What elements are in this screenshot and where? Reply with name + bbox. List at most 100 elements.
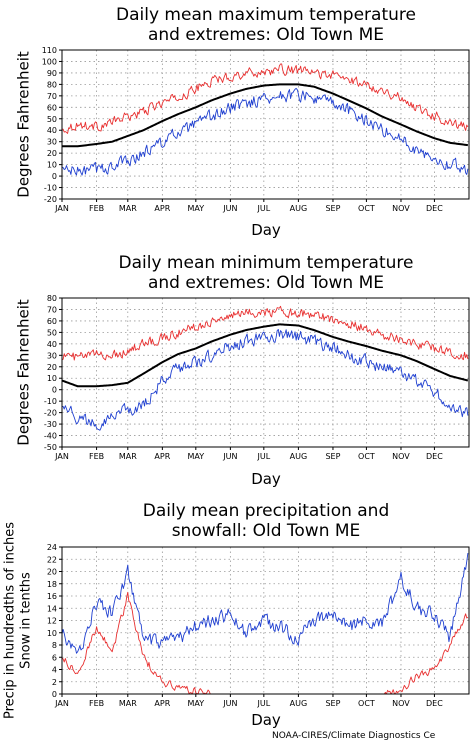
x-tick-label: OCT [358,204,375,213]
series-line-snow [62,591,469,694]
plot-frame [61,49,470,200]
x-axis-label: Day [251,221,281,239]
x-tick-label: AUG [290,452,308,461]
x-tick-label: OCT [358,452,375,461]
x-tick-label: JAN [54,452,69,461]
y-tick-label: 70 [47,305,57,314]
x-tick-label: NOV [392,204,410,213]
y-tick-label: 12 [47,617,57,626]
y-tick-label: 22 [47,555,57,564]
series-line-max [62,63,469,134]
y-tick-label: -30 [44,420,57,429]
x-tick-label: AUG [290,699,308,708]
x-tick-label: MAR [119,452,137,461]
chart-title-line: Daily mean maximum temperature [116,5,416,25]
x-tick-label: JAN [54,699,69,708]
x-tick-label: JUL [256,699,270,708]
y-tick-label: -20 [44,409,57,418]
y-tick-label: 80 [47,80,57,89]
x-tick-label: MAR [119,699,137,708]
x-tick-label: AUG [290,204,308,213]
x-tick-label: SEP [325,699,340,708]
y-tick-label: 30 [47,351,57,360]
x-tick-label: JUL [256,204,270,213]
y-axis-label: Degrees Fahrenheit [15,299,33,446]
x-tick-label: MAY [187,452,204,461]
x-tick-label: DEC [426,452,443,461]
plot-frame [61,546,470,695]
x-tick-label: SEP [325,204,340,213]
chart-title-line: snowfall: Old Town ME [172,521,361,541]
y-tick-label: 4 [52,666,57,675]
x-tick-label: DEC [426,699,443,708]
series-line-precip [62,552,469,654]
y-tick-label: 20 [47,149,57,158]
y-tick-label: 60 [47,317,57,326]
x-tick-label: JAN [54,204,69,213]
y-tick-label: 20 [47,568,57,577]
series-line-max [62,305,469,361]
y-tick-label: 40 [47,340,57,349]
y-tick-label: 110 [42,46,57,55]
x-tick-label: NOV [392,699,410,708]
series-line-mean [62,83,469,148]
x-tick-label: JUL [256,452,270,461]
x-tick-label: FEB [89,699,104,708]
y-tick-label: 50 [47,115,57,124]
y-tick-label: 30 [47,138,57,147]
x-tick-label: JUN [222,204,237,213]
x-tick-label: FEB [89,452,104,461]
y-tick-label: 100 [42,57,57,66]
y-tick-label: 10 [47,374,57,383]
x-tick-label: MAY [187,204,204,213]
y-tick-label: 2 [52,678,57,687]
y-tick-label: -10 [44,184,57,193]
series-line-min [62,329,469,431]
y-tick-label: 0 [52,690,57,699]
y-tick-label: 90 [47,69,57,78]
x-tick-label: JUN [222,452,237,461]
y-tick-label: 14 [47,604,57,613]
y-tick-label: 18 [47,580,57,589]
x-tick-label: DEC [426,204,443,213]
y-tick-label: -50 [44,443,57,452]
x-tick-label: FEB [89,204,104,213]
y-tick-label: -10 [44,397,57,406]
x-tick-label: MAR [119,204,137,213]
x-tick-label: APR [154,699,170,708]
y-tick-label: 10 [47,161,57,170]
y-tick-label: 20 [47,363,57,372]
chart-title-line: and extremes: Old Town ME [148,25,384,45]
y-tick-label: 40 [47,126,57,135]
y-tick-label: 16 [47,592,57,601]
y-axis-label: Degrees Fahrenheit [15,51,33,198]
chart-title-line: Daily mean minimum temperature [119,253,414,273]
y-tick-label: 50 [47,328,57,337]
y-axis-label: Precip in hundredths of inches [3,522,18,719]
x-axis-label: Day [251,470,281,488]
x-tick-label: APR [154,452,170,461]
y-tick-label: -20 [44,195,57,204]
series-line-min [62,87,469,176]
series-line-mean [62,323,469,388]
x-tick-label: OCT [358,699,375,708]
y-tick-label: 0 [52,386,57,395]
chart-title-line: Daily mean precipitation and [143,501,390,521]
x-axis-label: Day [251,711,281,729]
y-tick-label: 8 [52,641,57,650]
y-tick-label: 70 [47,92,57,101]
x-tick-label: APR [154,204,170,213]
y-tick-label: 80 [47,294,57,303]
x-tick-label: JUN [222,699,237,708]
y-tick-label: 10 [47,629,57,638]
y-tick-label: 6 [52,653,57,662]
y-tick-label: -40 [44,432,57,441]
y-tick-label: 24 [47,543,57,552]
x-tick-label: MAY [187,699,204,708]
x-tick-label: NOV [392,452,410,461]
x-tick-label: SEP [325,452,340,461]
plot-frame [61,297,470,448]
